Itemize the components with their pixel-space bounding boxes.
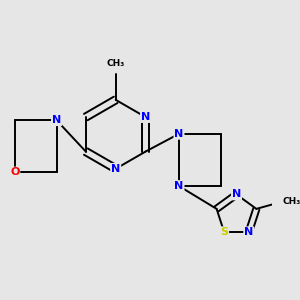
- Text: N: N: [174, 129, 184, 139]
- Text: N: N: [232, 189, 241, 200]
- Text: N: N: [141, 112, 150, 122]
- Text: N: N: [52, 115, 61, 125]
- Text: S: S: [220, 227, 228, 237]
- Text: N: N: [244, 227, 254, 237]
- Text: CH₃: CH₃: [283, 197, 300, 206]
- Text: N: N: [174, 181, 184, 191]
- Text: CH₃: CH₃: [106, 59, 125, 68]
- Text: N: N: [111, 164, 120, 174]
- Text: O: O: [10, 167, 20, 178]
